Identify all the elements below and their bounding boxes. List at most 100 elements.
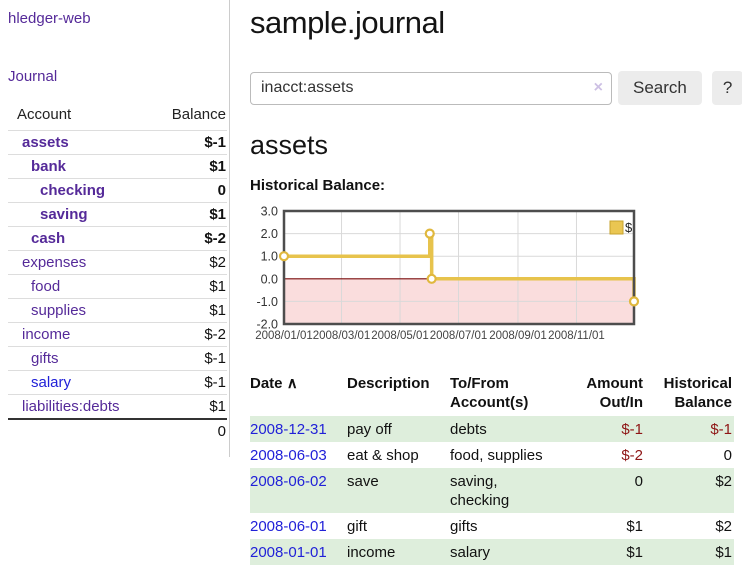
transaction-balance: $-1: [710, 421, 732, 438]
svg-text:2008/05/01: 2008/05/01: [371, 330, 429, 342]
account-row: cash $-2: [8, 226, 227, 251]
transaction-amount: $1: [626, 518, 643, 535]
account-balance: $1: [209, 278, 226, 295]
svg-text:-1.0: -1.0: [256, 295, 278, 309]
table-row: 2008-06-01 gift gifts $1 $2: [250, 513, 734, 539]
transaction-accounts: saving, checking: [450, 473, 510, 509]
account-balance: 0: [217, 182, 226, 199]
accounts-total-row: 0: [8, 419, 227, 443]
account-row: assets $-1: [8, 130, 227, 155]
account-row: supplies $1: [8, 298, 227, 323]
page-title: sample.journal: [250, 5, 445, 40]
account-row: food $1: [8, 274, 227, 299]
transactions-header-row: Date ∧ Description To/From Account(s) Am…: [250, 374, 734, 416]
accounts-column-header: To/From Account(s): [450, 375, 529, 411]
transaction-amount: $1: [626, 544, 643, 561]
amount-column-header: Amount Out/In: [586, 375, 643, 411]
svg-text:-2.0: -2.0: [256, 318, 278, 332]
chart-heading: Historical Balance:: [250, 177, 386, 194]
svg-text:2008/03/01: 2008/03/01: [313, 330, 371, 342]
search-input[interactable]: [250, 71, 612, 105]
account-balance: $-2: [204, 326, 226, 343]
transaction-accounts: salary: [450, 544, 491, 561]
account-row: expenses $2: [8, 250, 227, 275]
svg-text:2.0: 2.0: [261, 227, 278, 241]
transaction-amount: $-1: [621, 421, 643, 438]
account-link-assets[interactable]: assets: [22, 134, 69, 151]
svg-text:$: $: [625, 220, 633, 235]
table-row: 2008-06-02 save saving, checking 0 $2: [250, 468, 734, 513]
transaction-date-link[interactable]: 2008-01-01: [250, 544, 327, 561]
account-link-salary[interactable]: salary: [31, 374, 72, 391]
account-balance: $1: [209, 302, 226, 319]
page: hledger-web Journal Account Balance asse…: [0, 0, 742, 565]
transaction-accounts: gifts: [450, 518, 478, 535]
transaction-accounts: food, supplies: [450, 447, 543, 464]
account-link-saving[interactable]: saving: [40, 206, 88, 223]
sort-ascending-icon: ∧: [286, 375, 298, 392]
account-link-cash[interactable]: cash: [31, 230, 66, 247]
account-row: gifts $-1: [8, 346, 227, 371]
svg-text:2008/11/01: 2008/11/01: [548, 330, 605, 342]
account-link-expenses[interactable]: expenses: [22, 254, 87, 271]
account-row: saving $1: [8, 202, 227, 227]
transaction-date-link[interactable]: 2008-12-31: [250, 421, 327, 438]
transaction-description: income: [347, 544, 396, 561]
transaction-balance: $1: [715, 544, 732, 561]
balance-column-header: Historical Balance: [663, 375, 732, 411]
account-balance: $1: [209, 158, 226, 175]
account-balance: $-1: [204, 134, 226, 151]
sidebar-item-journal[interactable]: Journal: [8, 68, 58, 85]
clear-search-icon[interactable]: ×: [593, 78, 603, 96]
date-column-header[interactable]: Date ∧: [250, 375, 298, 392]
account-balance: $-1: [204, 374, 226, 391]
account-link-checking[interactable]: checking: [40, 182, 106, 199]
transactions-table: Date ∧ Description To/From Account(s) Am…: [250, 374, 734, 565]
account-link-bank[interactable]: bank: [31, 158, 67, 175]
transaction-balance: 0: [723, 447, 732, 464]
transaction-date-link[interactable]: 2008-06-01: [250, 518, 327, 535]
account-link-food[interactable]: food: [31, 278, 61, 295]
transaction-description: save: [347, 473, 379, 490]
sidebar: hledger-web Journal Account Balance asse…: [0, 0, 230, 457]
account-balance: $1: [209, 398, 226, 415]
transaction-balance: $2: [715, 518, 732, 535]
svg-text:2008/01/01: 2008/01/01: [255, 330, 313, 342]
accounts-table: Account Balance assets $-1 bank $1 check…: [8, 106, 227, 443]
account-column-header: Account: [17, 106, 72, 123]
account-link-liabilities-debts[interactable]: liabilities:debts: [22, 398, 120, 415]
account-heading: assets: [250, 130, 329, 160]
table-row: 2008-06-03 eat & shop food, supplies $-2…: [250, 442, 734, 468]
svg-text:2008/09/01: 2008/09/01: [489, 330, 547, 342]
account-row: liabilities:debts $1: [8, 394, 227, 420]
account-row: income $-2: [8, 322, 227, 347]
app-title-link[interactable]: hledger-web: [8, 10, 91, 27]
transaction-description: gift: [347, 518, 368, 535]
search-button[interactable]: Search: [618, 71, 702, 105]
account-balance: $1: [209, 206, 226, 223]
transaction-amount: 0: [634, 473, 643, 490]
transaction-accounts: debts: [450, 421, 487, 438]
transaction-description: eat & shop: [347, 447, 419, 464]
description-column-header: Description: [347, 375, 430, 392]
account-link-income[interactable]: income: [22, 326, 71, 343]
accounts-total-value: 0: [217, 423, 226, 440]
transaction-description: pay off: [347, 421, 392, 438]
help-button[interactable]: ?: [711, 71, 742, 105]
svg-text:3.0: 3.0: [261, 206, 278, 219]
svg-text:0.0: 0.0: [261, 272, 278, 286]
account-row: checking 0: [8, 178, 227, 203]
account-row: salary $-1: [8, 370, 227, 395]
account-balance: $-2: [204, 230, 226, 247]
transaction-date-link[interactable]: 2008-06-03: [250, 447, 327, 464]
balance-column-header: Balance: [171, 106, 226, 123]
table-row: 2008-12-31 pay off debts $-1 $-1: [250, 416, 734, 442]
main-content: sample.journal × Search ? assets Histori…: [250, 0, 742, 565]
table-row: 2008-01-01 income salary $1 $1: [250, 539, 734, 565]
account-link-gifts[interactable]: gifts: [31, 350, 59, 367]
account-link-supplies[interactable]: supplies: [31, 302, 87, 319]
transaction-date-link[interactable]: 2008-06-02: [250, 473, 327, 490]
svg-text:2008/07/01: 2008/07/01: [430, 330, 488, 342]
search-form: × Search ?: [250, 71, 742, 105]
